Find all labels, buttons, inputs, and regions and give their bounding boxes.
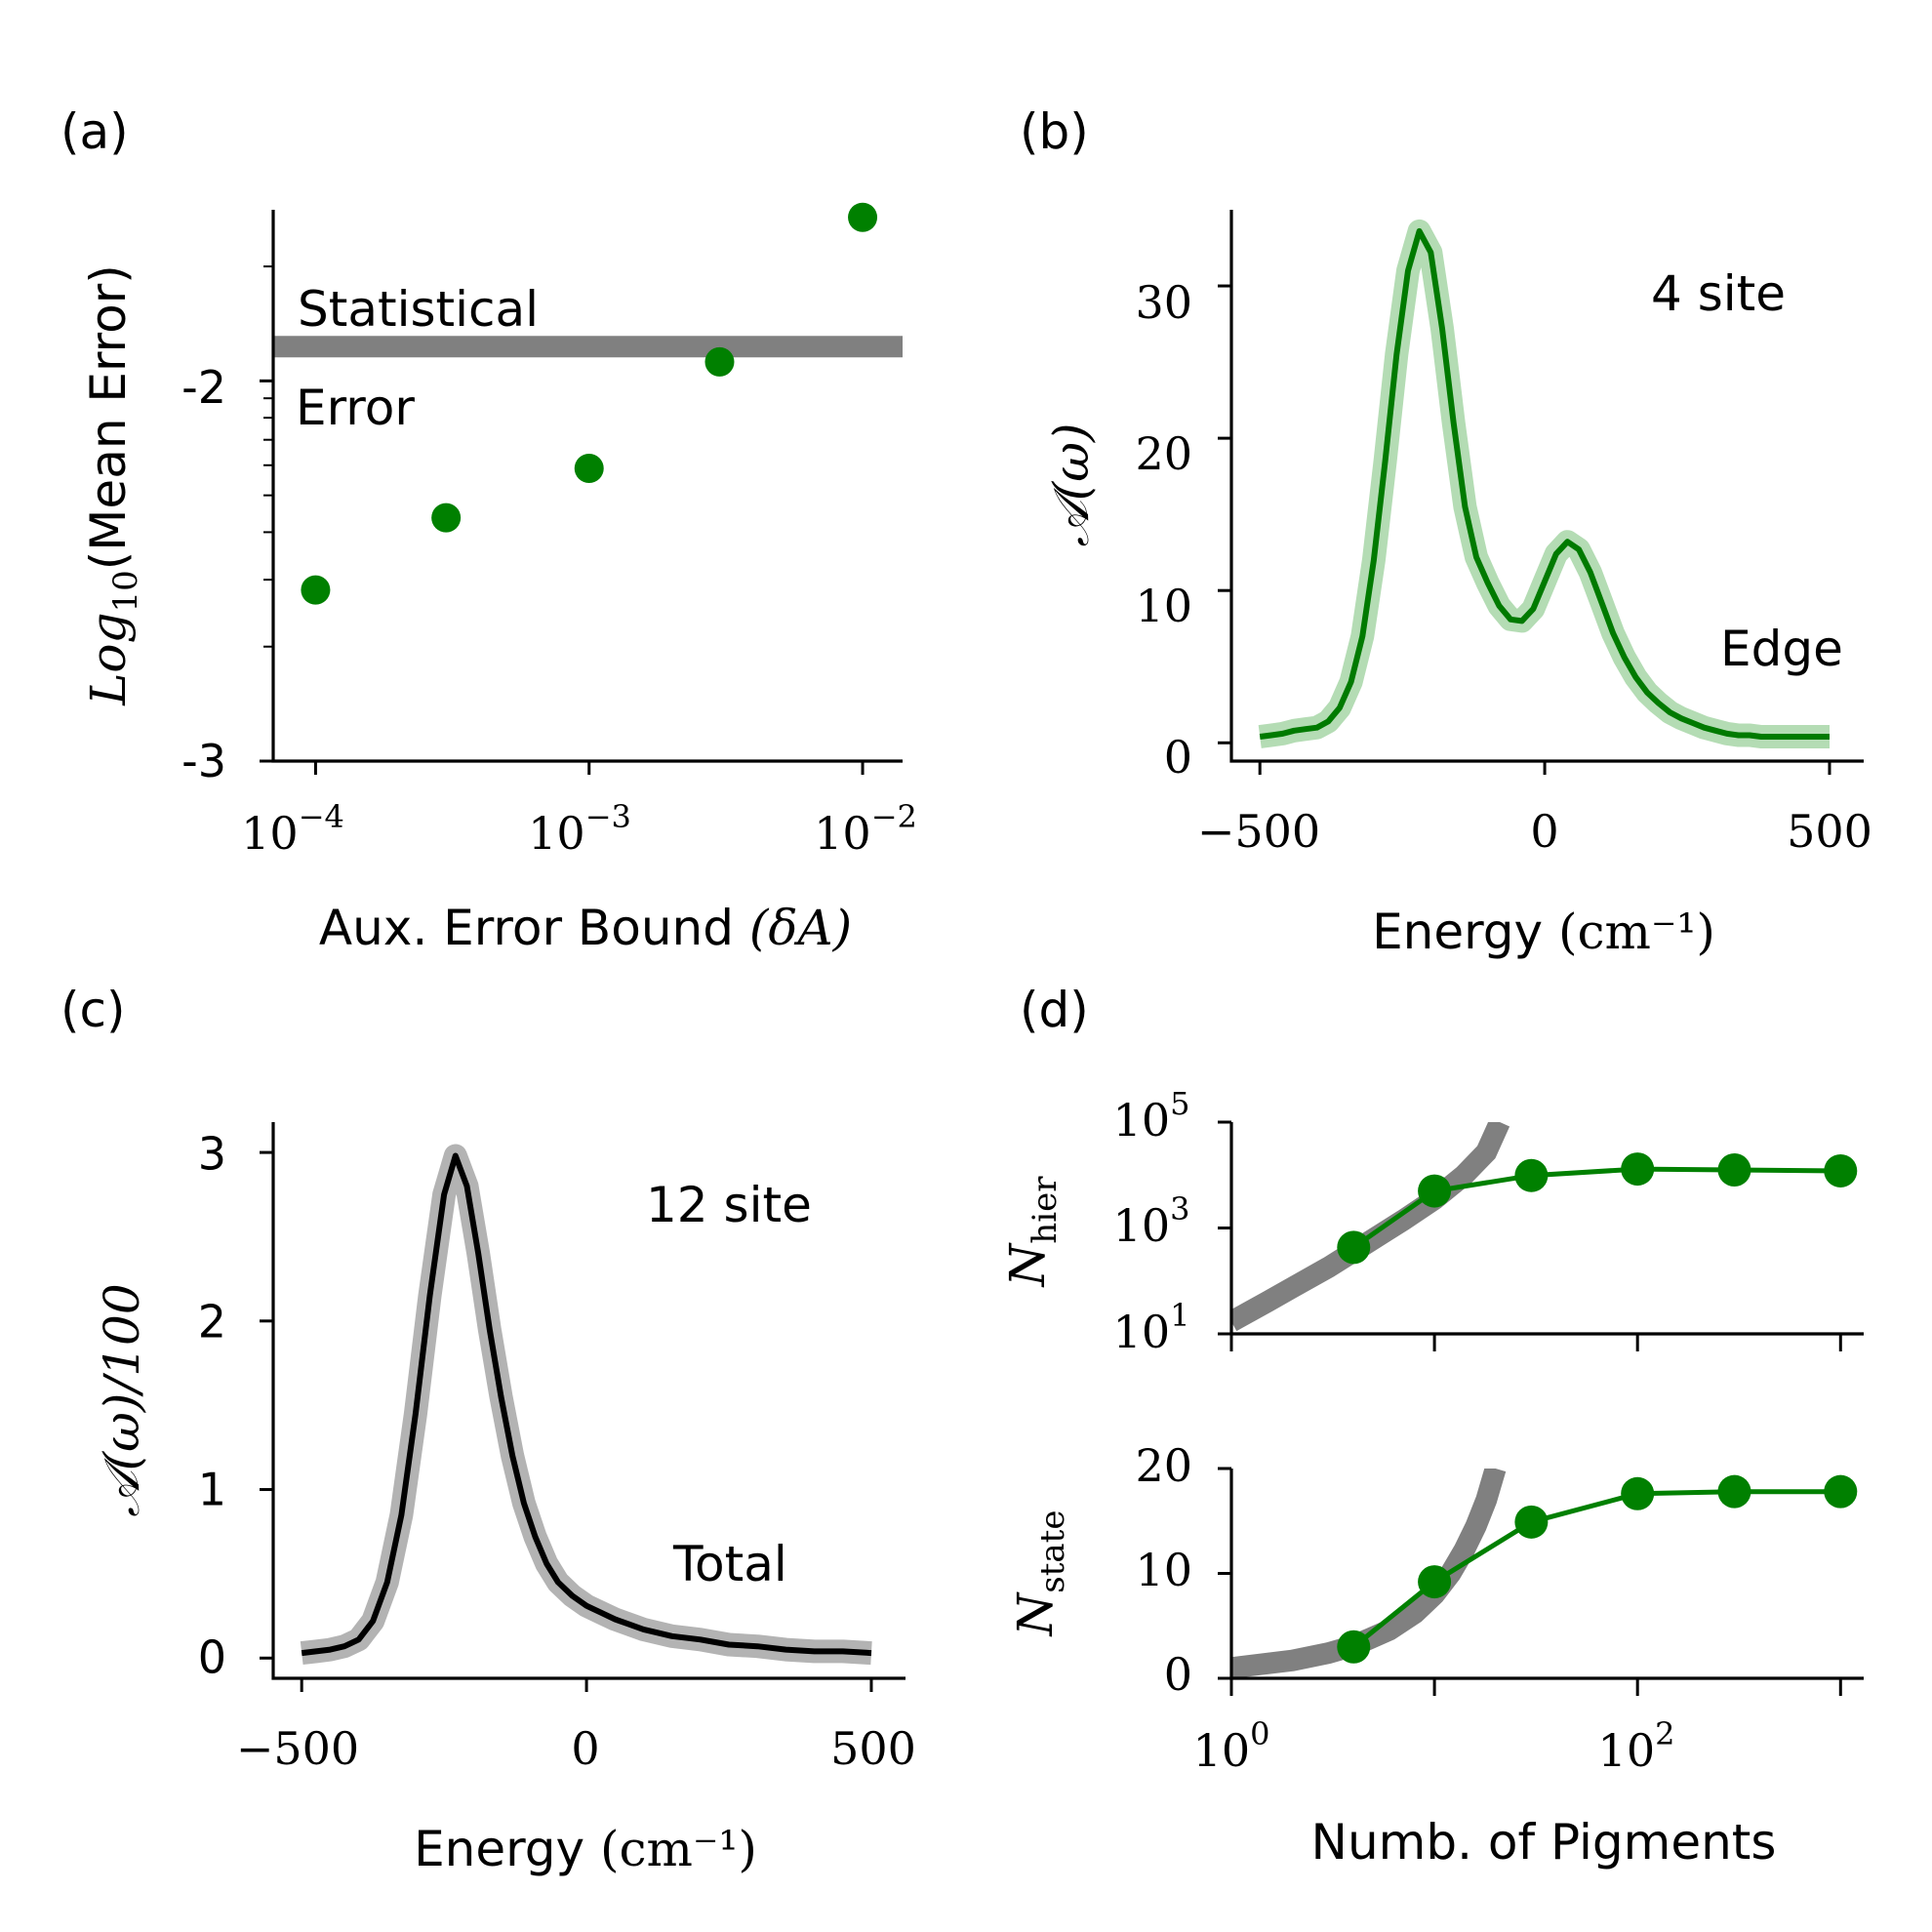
adaptive-point	[1717, 1474, 1751, 1509]
panel-b-marks	[1258, 219, 1831, 748]
panel-d-bottom-xtick-label: 100	[1193, 1715, 1270, 1777]
panel-b-xlabel: Energy (cm⁻¹)	[1372, 904, 1715, 960]
panel-d-top-marks	[1231, 1122, 1858, 1332]
scatter-point	[848, 202, 878, 232]
panel-a-xtick-label: 10−4	[241, 798, 344, 860]
panel-d-bottom-ytick-label: 0	[1164, 1648, 1192, 1701]
panel-b-xtick-label: 500	[1787, 805, 1872, 858]
panel-c-marks	[300, 1144, 872, 1666]
panel-b-xtick-label: −500	[1197, 805, 1320, 858]
panel-c-ticks	[260, 1150, 873, 1692]
panel-c-ylabel: 𝒜(ω)/100	[94, 1283, 150, 1516]
panel-d-top-ytick-label: 101	[1113, 1297, 1190, 1358]
panel-c-xtick-label: 500	[830, 1722, 916, 1775]
hops-curve	[301, 1152, 872, 1657]
adaptive-point	[1621, 1476, 1655, 1510]
adaptive-point	[1514, 1505, 1549, 1539]
adaptive-point	[1418, 1565, 1452, 1599]
scatter-point	[704, 346, 735, 377]
panel-a-ylabel: Log10(Mean Error)	[80, 264, 145, 706]
panel-c-axes	[271, 1122, 906, 1680]
panel-b: −500 0 500 0 10 20 30 Energy (cm⁻¹) 𝒜(ω)…	[1043, 210, 1872, 960]
panel-b-ytick-label: 0	[1164, 731, 1192, 784]
panel-a-xlabel: Aux. Error Bound (δA)	[319, 900, 852, 956]
panel-c-xtick-label: 0	[571, 1722, 599, 1775]
panel-label-b: (b)	[1020, 103, 1089, 160]
adaptive-point	[1824, 1153, 1858, 1187]
panel-a-annotation-statistical: Statistical	[298, 281, 539, 338]
panel-c-ytick-label: 3	[198, 1128, 226, 1181]
panel-label-d: (d)	[1020, 982, 1089, 1038]
panel-c-ytick-label: 1	[198, 1464, 226, 1516]
scatter-point	[301, 575, 331, 605]
panel-c: −500 0 500 0 1 2 3 Energy (cm⁻¹) 𝒜(ω)/10…	[94, 1122, 916, 1877]
adaptive-point	[1418, 1174, 1452, 1208]
panel-b-ytick-label: 30	[1135, 276, 1192, 329]
panel-c-ytick-label: 0	[198, 1631, 226, 1684]
panel-d-top-ticks	[1218, 1120, 1842, 1351]
panel-c-xtick-label: −500	[236, 1722, 359, 1775]
panel-c-annotation-component: Total	[672, 1536, 787, 1592]
adaptive-curve	[1351, 1489, 1841, 1649]
panel-b-ytick-label: 10	[1135, 580, 1192, 632]
panel-b-axes	[1229, 210, 1864, 763]
full-hierarchy-curve	[1231, 1469, 1507, 1678]
adaptive-point	[1717, 1152, 1751, 1187]
adaptive-point	[1824, 1474, 1858, 1509]
panel-a-ytick-label: -3	[181, 735, 226, 787]
panel-a-marks	[273, 202, 903, 605]
panel-d-top: 105 103 101 Nhier	[999, 1085, 1864, 1358]
panel-label-c: (c)	[60, 982, 126, 1038]
panel-d-bottom-xlabel: Numb. of Pigments	[1311, 1814, 1777, 1871]
adaptive-point	[1337, 1630, 1371, 1664]
panel-d-top-ytick-label: 105	[1113, 1085, 1190, 1147]
adaptive-point	[1621, 1152, 1655, 1187]
panel-b-ytick-label: 20	[1135, 427, 1192, 480]
panel-d-bottom-ytick-label: 10	[1135, 1544, 1192, 1596]
hops-curve	[1259, 227, 1830, 740]
panel-d-top-ytick-label: 103	[1113, 1190, 1190, 1252]
panel-d-bottom-marks	[1231, 1469, 1858, 1678]
panel-d-bottom-ylabel: Nstate	[1007, 1510, 1072, 1637]
panel-c-ytick-label: 2	[198, 1296, 226, 1348]
panel-a-xtick-label: 10−3	[528, 798, 631, 860]
scatter-point	[431, 503, 462, 533]
adaptive-point	[1514, 1158, 1549, 1192]
panel-d-bottom-ticks	[1218, 1467, 1842, 1696]
panel-a-ytick-label: -2	[181, 361, 226, 414]
panel-d-bottom: 0 10 20 100 102 Numb. of Pigments Nstate	[1007, 1439, 1864, 1871]
panel-b-ylabel: 𝒜(ω)	[1043, 423, 1100, 546]
scatter-point	[574, 453, 604, 483]
panel-d-top-ylabel: Nhier	[999, 1176, 1065, 1288]
panel-c-xlabel: Energy (cm⁻¹)	[414, 1821, 757, 1877]
adaptive-point	[1337, 1230, 1371, 1265]
panel-a-annotation-error: Error	[296, 380, 415, 436]
panel-a: -3 -2 10−4 10−3 10−2 Aux. Error Bound (δ…	[80, 202, 917, 956]
full-hierarchy-curve	[1231, 1122, 1510, 1332]
panel-b-ticks	[1218, 284, 1831, 775]
panel-a-axes	[271, 210, 903, 763]
panel-a-xtick-label: 10−2	[814, 798, 917, 860]
panel-b-annotation-system: 4 site	[1651, 265, 1786, 322]
panel-c-annotation-system: 12 site	[646, 1177, 812, 1233]
panel-d-bottom-xtick-label: 102	[1598, 1715, 1675, 1777]
panel-b-xtick-label: 0	[1530, 805, 1558, 858]
panel-a-ticks	[260, 265, 865, 775]
panel-label-a: (a)	[60, 103, 129, 160]
panel-b-annotation-component: Edge	[1720, 621, 1843, 677]
panel-d-top-axes	[1229, 1122, 1864, 1336]
panel-d-bottom-ytick-label: 20	[1135, 1439, 1192, 1492]
